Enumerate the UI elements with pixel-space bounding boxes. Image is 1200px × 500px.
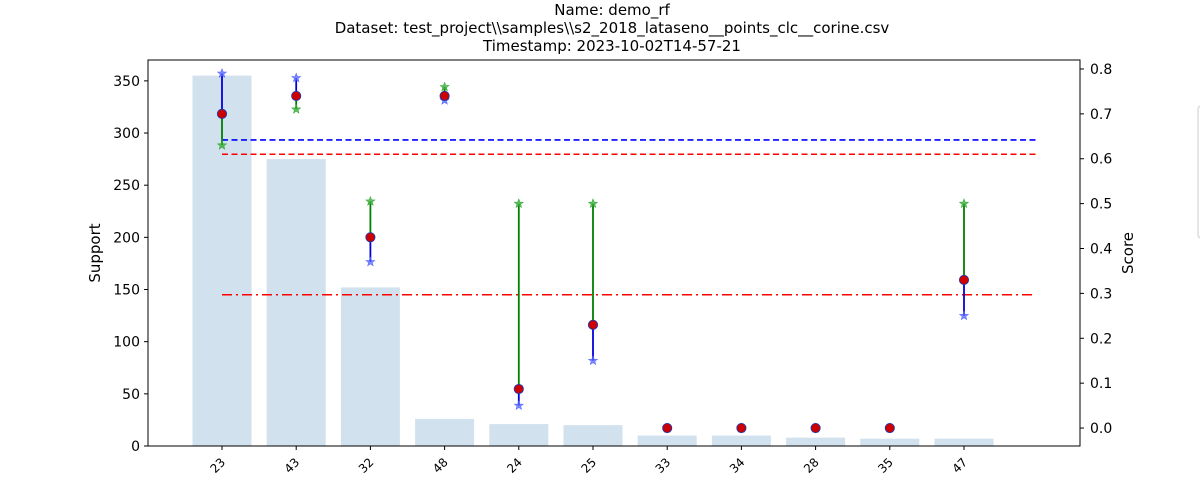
recall-marker-47: [958, 198, 970, 209]
f1-marker-23: [216, 108, 228, 119]
x-tick-label-35: 35: [875, 455, 896, 476]
support-bar-32: [340, 287, 400, 446]
y-left-tick-label: 200: [113, 230, 140, 246]
x-tick-label-33: 33: [653, 455, 674, 476]
f1-marker-48: [439, 90, 450, 101]
score-markers: [216, 68, 970, 434]
x-tick-label-32: 32: [356, 455, 377, 476]
reference-lines: [222, 139, 1036, 296]
title-line-2: Dataset: test_project\\samples\\s2_2018_…: [335, 19, 890, 38]
y-right-tick-label: 0.5: [1090, 197, 1112, 213]
y-right-tick-label: 0.7: [1090, 107, 1112, 123]
f1-marker-35: [884, 422, 895, 434]
precision-marker-24: [513, 400, 524, 411]
recall-marker-24: [513, 198, 524, 209]
x-tick-label-47: 47: [949, 455, 970, 476]
y-left-tick-label: 0: [131, 439, 140, 455]
y-right-tick-label: 0.4: [1090, 242, 1112, 258]
x-axis: 23 43 32 48 24 25 33 34 28 35 47: [207, 446, 970, 476]
plot-frame: [147, 59, 1081, 447]
f1-marker-34: [736, 422, 747, 434]
y-right-tick-label: 0.2: [1090, 331, 1112, 347]
support-bar-48: [415, 418, 475, 446]
y-left-tick-label: 100: [113, 335, 140, 351]
y-right-tick-label: 0.0: [1090, 421, 1112, 437]
x-tick-label-48: 48: [430, 455, 451, 476]
precision-marker-25: [587, 355, 599, 366]
y-axis-right: 0.0 0.1 0.2 0.3 0.4 0.5 0.6 0.7 0.8: [1080, 62, 1112, 437]
y-axis-left: 0 50 100 150 200 250 300 350: [113, 74, 148, 455]
precision-marker-32: [365, 256, 376, 267]
f1-marker-47: [958, 274, 970, 285]
recall-marker-23: [216, 139, 228, 150]
support-bar-47: [934, 438, 994, 446]
support-bar-35: [860, 438, 920, 446]
y-right-tick-label: 0.3: [1090, 286, 1112, 302]
f1-marker-24: [513, 383, 524, 395]
support-bar-24: [489, 424, 549, 446]
f1-marker-43: [291, 90, 302, 101]
support-bar-25: [563, 425, 623, 446]
f1-marker-33: [662, 422, 673, 434]
recall-marker-25: [587, 198, 599, 209]
precision-marker-47: [958, 310, 970, 321]
title-line-1: Name: demo_rf: [554, 1, 670, 20]
x-tick-label-43: 43: [282, 455, 303, 476]
y-left-tick-label: 150: [113, 283, 140, 299]
y-right-tick-label: 0.8: [1090, 62, 1112, 78]
support-bar-34: [711, 435, 771, 446]
chart-title: Name: demo_rf Dataset: test_project\\sam…: [335, 1, 890, 55]
y-left-tick-label: 50: [122, 387, 140, 403]
f1-marker-28: [810, 422, 821, 434]
y-left-tick-label: 250: [113, 178, 140, 194]
x-tick-label-25: 25: [578, 455, 599, 476]
x-tick-label-28: 28: [801, 455, 822, 476]
support-bar-33: [637, 435, 697, 446]
f1-marker-32: [365, 232, 376, 243]
y-axis-left-label: Support: [86, 223, 104, 282]
precision-marker-43: [291, 72, 302, 83]
x-tick-label-34: 34: [727, 455, 748, 476]
support-bar-28: [786, 437, 846, 446]
y-right-tick-label: 0.1: [1090, 376, 1112, 392]
x-tick-label-24: 24: [504, 455, 525, 476]
recall-marker-48: [439, 81, 450, 92]
recall-marker-43: [291, 103, 302, 114]
precision-marker-23: [216, 68, 228, 78]
x-tick-label-23: 23: [207, 455, 228, 476]
y-left-tick-label: 350: [113, 74, 140, 90]
recall-marker-32: [365, 195, 376, 206]
title-line-3: Timestamp: 2023-10-02T14-57-21: [482, 37, 741, 55]
y-right-tick-label: 0.6: [1090, 152, 1112, 168]
f1-marker-25: [587, 319, 599, 330]
support-bar-43: [266, 159, 326, 447]
y-left-tick-label: 300: [113, 126, 140, 142]
y-axis-right-label: Score: [1119, 232, 1137, 274]
